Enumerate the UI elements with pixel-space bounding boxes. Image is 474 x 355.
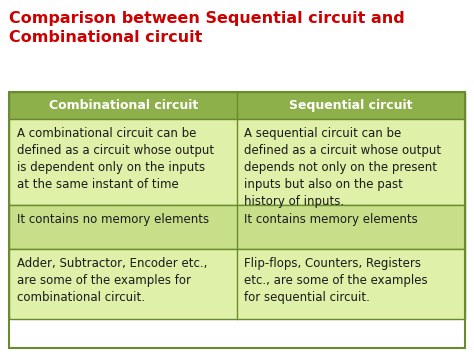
Text: Comparison between Sequential circuit and
Combinational circuit: Comparison between Sequential circuit an… — [9, 11, 405, 45]
Text: It contains no memory elements: It contains no memory elements — [17, 213, 209, 225]
Text: Adder, Subtractor, Encoder etc.,
are some of the examples for
combinational circ: Adder, Subtractor, Encoder etc., are som… — [17, 257, 207, 304]
Text: Combinational circuit: Combinational circuit — [49, 99, 198, 112]
Bar — [9, 205, 465, 250]
Text: Sequential circuit: Sequential circuit — [289, 99, 412, 112]
Text: It contains memory elements: It contains memory elements — [244, 213, 418, 225]
Text: A sequential circuit can be
defined as a circuit whose output
depends not only o: A sequential circuit can be defined as a… — [244, 127, 441, 208]
Bar — [9, 92, 465, 119]
Bar — [9, 119, 465, 205]
Text: Flip-flops, Counters, Registers
etc., are some of the examples
for sequential ci: Flip-flops, Counters, Registers etc., ar… — [244, 257, 428, 304]
Bar — [9, 250, 465, 318]
Bar — [9, 92, 465, 348]
Text: A combinational circuit can be
defined as a circuit whose output
is dependent on: A combinational circuit can be defined a… — [17, 127, 214, 191]
